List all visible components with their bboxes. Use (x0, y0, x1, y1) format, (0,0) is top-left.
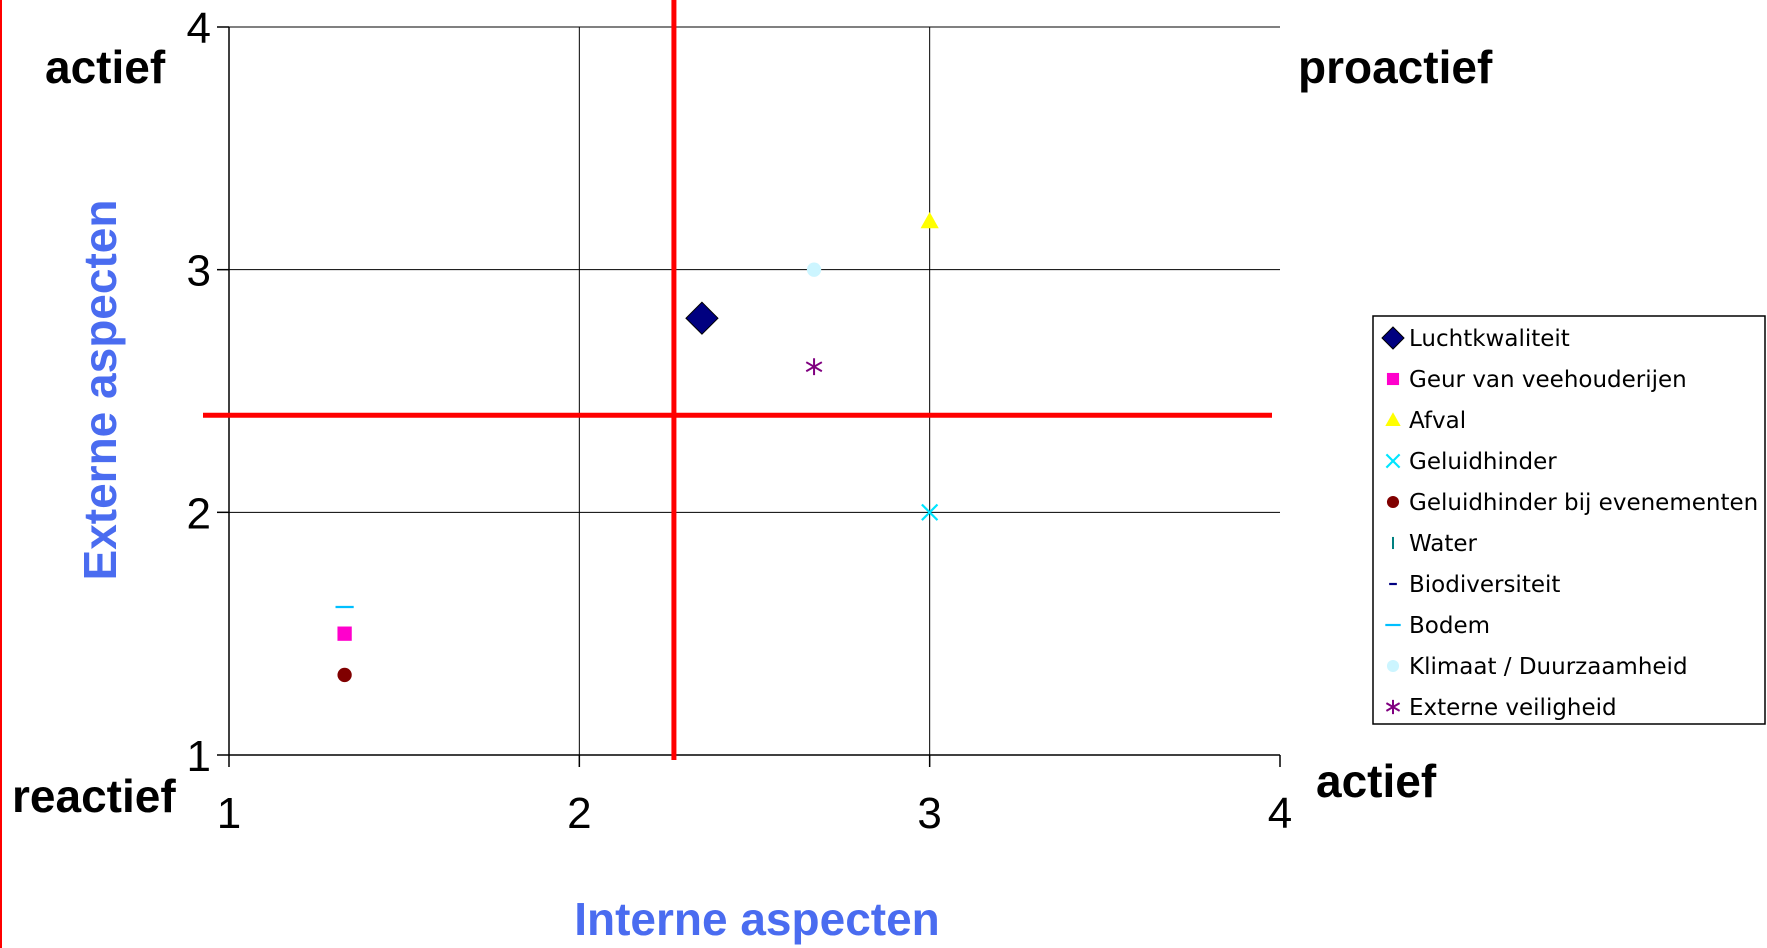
corner-label-bottom-left: reactief (12, 770, 176, 822)
data-point-luchtkwaliteit (685, 301, 719, 335)
axes (217, 26, 1281, 767)
legend-label-geluidhinder: Geluidhinder (1409, 449, 1557, 475)
legend-label-bodem: Bodem (1409, 613, 1490, 639)
x-tick-label-1: 1 (217, 789, 241, 838)
y-tick-label-1: 1 (187, 732, 211, 781)
data-point-afval (920, 212, 939, 229)
y-tick-label-3: 3 (187, 247, 211, 296)
data-point-geluidhinder-bij-evenementen (337, 667, 352, 683)
quadrant-lines (203, 0, 1272, 760)
legend-marker-afval (1385, 412, 1401, 427)
corner-label-top-right: proactief (1298, 41, 1493, 93)
data-point-externe-veiligheid (805, 358, 823, 376)
legend-marker-externe-veiligheid (1385, 699, 1401, 715)
legend-marker-klimaat-duurzaamheid (1386, 659, 1400, 673)
corner-label-top-left: actief (45, 41, 166, 93)
legend-box (1372, 315, 1766, 725)
legend-label-geur-van-veehouderijen: Geur van veehouderijen (1409, 367, 1687, 393)
legend-label-afval: Afval (1409, 408, 1466, 434)
x-axis-title: Interne aspecten (574, 893, 940, 945)
legend-label-water: Water (1409, 531, 1478, 557)
data-point-geluidhinder (921, 503, 939, 521)
legend-marker-luchtkwaliteit (1381, 326, 1405, 350)
legend-label-luchtkwaliteit: Luchtkwaliteit (1409, 326, 1570, 352)
data-point-geur-van-veehouderijen (337, 626, 352, 641)
data-points (335, 212, 939, 683)
legend-marker-geluidhinder-bij-evenementen (1386, 495, 1400, 509)
y-tick-label-2: 2 (187, 489, 211, 538)
legend-marker-geluidhinder (1385, 453, 1401, 469)
data-point-klimaat-duurzaamheid (806, 262, 822, 277)
tick-labels: 1 2 3 4 1 2 3 4 (187, 4, 1293, 838)
x-tick-label-2: 2 (567, 789, 591, 838)
legend-label-externe-veiligheid: Externe veiligheid (1409, 695, 1617, 721)
gridlines (229, 26, 1280, 755)
legend-label-geluidhinder-bij-evenementen: Geluidhinder bij evenementen (1409, 490, 1758, 516)
y-tick-label-4: 4 (187, 4, 211, 53)
x-tick-label-3: 3 (917, 789, 941, 838)
legend: Luchtkwaliteit Geur van veehouderijen Afva… (1372, 315, 1766, 725)
legend-label-biodiversiteit: Biodiversiteit (1409, 572, 1560, 598)
legend-label-klimaat-duurzaamheid: Klimaat / Duurzaamheid (1409, 654, 1688, 680)
corner-label-bottom-right: actief (1316, 755, 1437, 807)
legend-marker-geur-van-veehouderijen (1386, 372, 1400, 386)
x-tick-label-4: 4 (1268, 789, 1292, 838)
y-axis-title: Externe aspecten (74, 200, 126, 581)
